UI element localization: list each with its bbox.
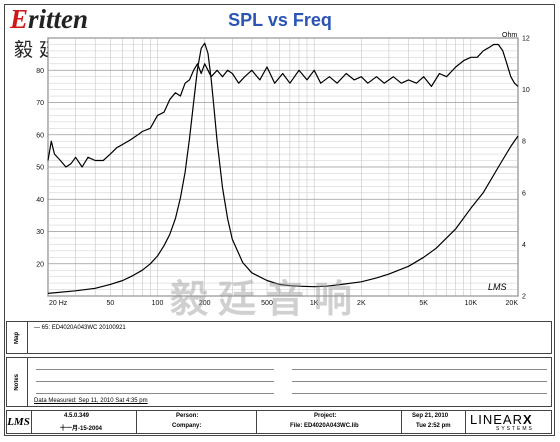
logo-initial: E: [10, 4, 29, 34]
y-right-tick-label: 8: [522, 139, 526, 146]
map-entry: — 65: ED4020A043WC 20100921: [34, 325, 126, 331]
footer-time: Tue 2:52 pm: [416, 423, 451, 429]
footer-person-label: Person:: [176, 413, 199, 419]
x-tick-label: 10K: [465, 300, 478, 307]
y-left-tick-label: 20: [36, 261, 44, 268]
x-tick-label: 500: [261, 300, 273, 307]
map-row: [6, 321, 552, 354]
footer-bar: [6, 410, 552, 434]
footer-version-date: 十一月-15-2004: [60, 426, 103, 432]
footer-file: File: ED4020A043WC.lib: [290, 423, 359, 429]
logo-brand-text: Eritten: [10, 4, 88, 35]
footer-project-cell: [257, 410, 402, 434]
x-tick-label: 2K: [357, 300, 366, 307]
notes-line: [292, 369, 547, 370]
notes-line: [36, 393, 274, 394]
y-left-tick-label: 40: [36, 197, 44, 204]
right-axis-unit: Ohm: [502, 32, 518, 39]
y-right-tick-label: 4: [522, 242, 526, 249]
x-tick-label: 1K: [310, 300, 319, 307]
y-left-tick-label: 30: [36, 229, 44, 236]
map-entry-text: ED4020A043WC 20100921: [51, 325, 126, 331]
footer-project-label: Project:: [314, 413, 337, 419]
linearx-x: X: [522, 412, 533, 427]
footer-date-cell: [402, 410, 466, 434]
y-right-tick-label: 12: [522, 36, 530, 43]
map-label: Map: [13, 331, 20, 344]
linearx-logo: LINEARX: [470, 412, 533, 427]
logo-brand: ritten: [28, 4, 89, 34]
linearx-brand: LINEAR: [470, 412, 523, 427]
watermark-text: 毅廷音响: [170, 276, 363, 321]
notes-line: [292, 393, 547, 394]
spl-curve: [47, 43, 519, 168]
x-tick-label: 20 Hz: [49, 300, 68, 307]
footer-person-cell: [137, 410, 257, 434]
y-left-tick-label: 80: [36, 68, 44, 75]
x-tick-label: 50: [106, 300, 114, 307]
notes-line: [36, 381, 274, 382]
y-left-tick-label: 60: [36, 132, 44, 139]
footer-version: 4.5.0.349: [64, 413, 90, 419]
impedance-curve: [47, 42, 519, 294]
y-left-tick-label: 70: [36, 100, 44, 107]
notes-line: [36, 369, 274, 370]
linearx-subtitle: SYSTEMS: [496, 426, 534, 432]
y-right-tick-label: 6: [522, 190, 526, 197]
y-left-tick-label: 50: [36, 165, 44, 172]
notes-line: [292, 381, 547, 382]
map-entry-prefix: 65:: [41, 325, 51, 331]
notes-label-cell: Notes: [6, 357, 28, 407]
x-tick-label: 5K: [419, 300, 428, 307]
x-tick-label: 200: [199, 300, 211, 307]
lms-plot-tag: LMS: [488, 282, 507, 292]
measured-date: Data Measured: Sep 11, 2010 Sat 4:35 pm: [34, 398, 148, 404]
footer-version-cell: [32, 410, 137, 434]
notes-label: Notes: [13, 373, 20, 391]
map-label-cell: Map: [6, 321, 28, 354]
footer-company-label: Company:: [172, 423, 202, 429]
footer-lms-logo: LMS: [6, 410, 32, 434]
x-tick-label: 20K: [506, 300, 519, 307]
y-right-tick-label: 10: [522, 87, 530, 94]
report-frame: [4, 4, 555, 436]
chart-title: SPL vs Freq: [228, 10, 332, 30]
x-tick-label: 100: [152, 300, 164, 307]
notes-row: [6, 357, 552, 407]
footer-date: Sep 21, 2010: [412, 413, 449, 419]
y-right-tick-label: 2: [522, 294, 526, 301]
